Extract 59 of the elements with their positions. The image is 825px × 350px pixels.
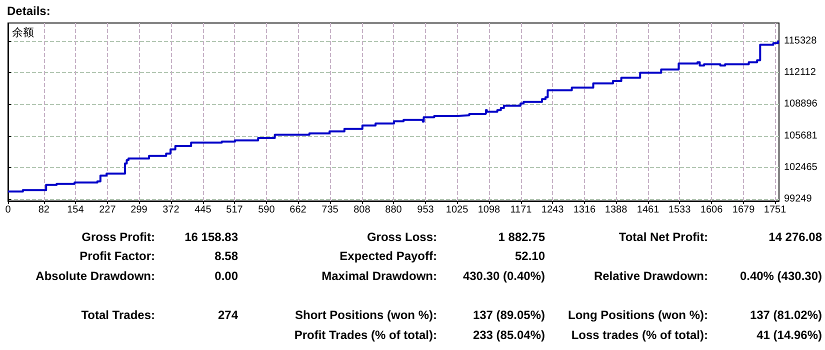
text: Absolute Drawdown: (36, 269, 155, 283)
x-tick-label: 1533 (668, 204, 692, 216)
text: 137 (81.02%) (750, 308, 822, 322)
x-tick-label: 517 (226, 204, 244, 216)
text: 137 (89.05%) (472, 308, 546, 322)
text: Expected Payoff: (340, 249, 437, 263)
text: Gross Loss: (366, 230, 437, 244)
x-tick-label: 1461 (636, 204, 660, 216)
x-tick-label: 82 (38, 204, 50, 216)
x-tick-label: 1606 (700, 204, 724, 216)
x-tick-label: 154 (67, 204, 84, 216)
x-tick-label: 1316 (573, 204, 596, 216)
y-axis-title: 余额 (12, 26, 34, 39)
text: 52.10 (514, 249, 546, 263)
x-tick-label: 1679 (732, 204, 756, 216)
x-tick-label: 1751 (764, 204, 787, 216)
x-tick-label: 735 (322, 204, 339, 216)
x-tick-label: 880 (385, 204, 402, 216)
x-tick-label: 299 (130, 204, 148, 216)
text: Long Positions (won %): (568, 308, 708, 322)
text: Profit Trades (% of total): (294, 328, 437, 342)
x-tick-label: 953 (417, 204, 434, 216)
text: 1 882.75 (498, 230, 546, 244)
x-tick-label: 1388 (604, 204, 628, 216)
text: 430.30 (0.40%) (462, 269, 545, 283)
text: Total Net Profit: (618, 230, 708, 244)
text: Maximal Drawdown: (322, 269, 437, 283)
x-tick-label: 227 (99, 204, 116, 216)
x-tick-label: 590 (258, 204, 276, 216)
text: Loss trades (% of total): (571, 328, 708, 342)
text: 41 (14.96%) (756, 328, 822, 342)
y-tick-label: 112112 (784, 66, 816, 78)
y-tick-label: 105681 (784, 130, 818, 142)
text: 16 158.83 (184, 230, 238, 244)
y-tick-label: 108896 (784, 98, 818, 110)
x-tick-label: 445 (194, 204, 212, 216)
y-tick-label: 99249 (784, 194, 812, 205)
text: 14 276.08 (768, 230, 822, 244)
x-tick-label: 1171 (510, 204, 532, 216)
x-tick-label: 808 (354, 204, 371, 216)
x-tick-label: 662 (290, 204, 307, 216)
text: 0.40% (430.30) (740, 269, 822, 283)
y-tick-label: 115328 (784, 35, 818, 46)
x-tick-label: 1098 (478, 204, 501, 216)
y-tick-label: 102465 (784, 162, 818, 173)
text: 8.58 (214, 249, 238, 263)
chart-title: Details: (7, 4, 50, 18)
text: 274 (218, 308, 238, 322)
x-tick-label: 0 (5, 204, 12, 216)
text: 0.00 (214, 269, 238, 283)
x-tick-label: 1025 (446, 204, 469, 216)
text: Total Trades: (81, 308, 155, 322)
text: Gross Profit: (82, 230, 155, 244)
text: Profit Factor: (80, 249, 155, 263)
text: 233 (85.04%) (472, 328, 546, 342)
text: Relative Drawdown: (594, 269, 708, 283)
x-tick-label: 1243 (541, 204, 564, 216)
x-tick-label: 372 (162, 204, 180, 216)
text: Short Positions (won %): (295, 308, 437, 322)
